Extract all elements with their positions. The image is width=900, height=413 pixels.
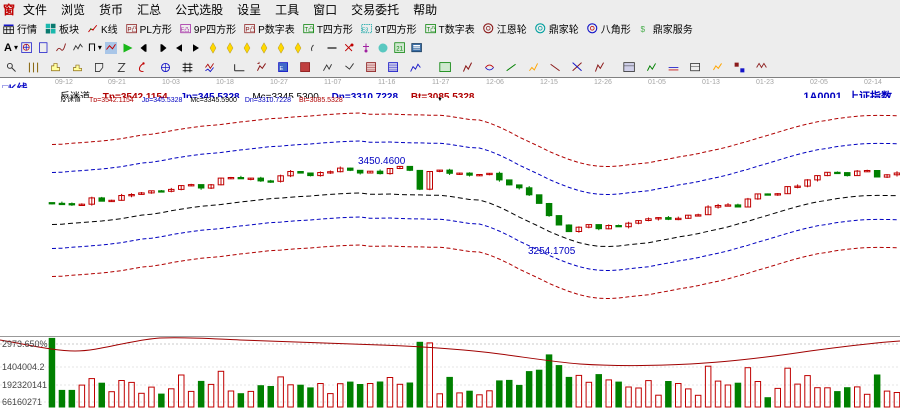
svg-text:E3: E3	[362, 27, 369, 33]
svg-text:E: E	[279, 65, 283, 71]
svg-text:P凸: P凸	[246, 26, 256, 33]
svg-text:T凸: T凸	[426, 26, 436, 33]
svg-text:P凸: P凸	[127, 26, 137, 33]
svg-text:21: 21	[396, 46, 403, 52]
svg-text:E凸: E凸	[181, 26, 190, 33]
svg-text:$: $	[640, 25, 645, 34]
svg-text:T凸: T凸	[304, 26, 314, 33]
